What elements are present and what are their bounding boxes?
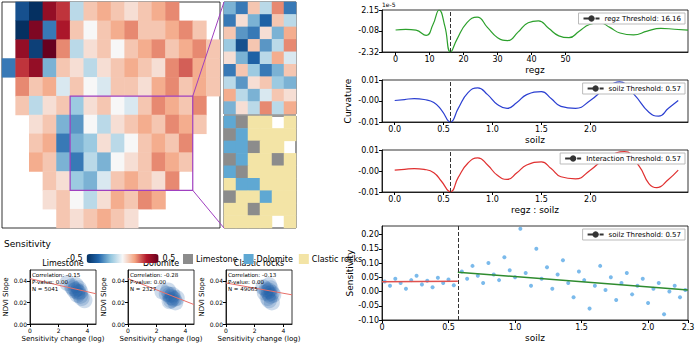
svg-text:NDVI Slope: NDVI Slope — [100, 277, 108, 316]
svg-text:0.20: 0.20 — [361, 230, 379, 239]
svg-text:Dolomite: Dolomite — [257, 255, 293, 264]
svg-text:2.0: 2.0 — [584, 125, 597, 134]
svg-text:0.5: 0.5 — [163, 254, 176, 263]
svg-text:0.04: 0.04 — [210, 277, 224, 284]
svg-text:Sensitivity: Sensitivity — [344, 249, 355, 297]
svg-text:2.0: 2.0 — [584, 195, 597, 204]
svg-text:0.10: 0.10 — [361, 259, 379, 268]
svg-text:40: 40 — [527, 55, 537, 64]
svg-text:4: 4 — [183, 327, 187, 334]
svg-text:30: 30 — [493, 55, 503, 64]
svg-text:Limestone: Limestone — [42, 258, 84, 268]
svg-text:0: 0 — [28, 327, 32, 334]
svg-text:Correlation: -0.13: Correlation: -0.13 — [228, 272, 277, 278]
svg-text:1.5: 1.5 — [535, 195, 548, 204]
svg-text:2: 2 — [253, 327, 257, 334]
svg-text:1.0: 1.0 — [509, 323, 522, 332]
svg-text:4: 4 — [281, 327, 285, 334]
svg-text:20: 20 — [459, 55, 469, 64]
svg-text:N = 49065: N = 49065 — [228, 286, 258, 292]
svg-text:0.5: 0.5 — [437, 195, 450, 204]
svg-text:2: 2 — [155, 327, 159, 334]
svg-text:Correlation: -0.28: Correlation: -0.28 — [130, 272, 179, 278]
svg-text:2.15: 2.15 — [361, 6, 379, 15]
svg-text:0.5: 0.5 — [442, 323, 455, 332]
svg-text:0.00: 0.00 — [361, 287, 379, 296]
svg-text:0.02: 0.02 — [14, 299, 28, 306]
svg-text:0.0: 0.0 — [388, 195, 401, 204]
svg-text:-0.05: -0.05 — [358, 301, 379, 310]
svg-text:Sensitivity change (log): Sensitivity change (log) — [218, 335, 301, 343]
svg-text:Limestone: Limestone — [196, 255, 238, 264]
svg-text:soilz Threshold: 0.57: soilz Threshold: 0.57 — [609, 85, 681, 93]
svg-text:2.0: 2.0 — [642, 323, 655, 332]
svg-text:soilz: soilz — [525, 135, 545, 145]
svg-text:0.02: 0.02 — [210, 299, 224, 306]
svg-text:Sensitivity change (log): Sensitivity change (log) — [22, 335, 105, 343]
svg-text:Sensitivity change (log): Sensitivity change (log) — [120, 335, 203, 343]
svg-text:Sensitivity: Sensitivity — [4, 239, 52, 249]
svg-text:2: 2 — [57, 327, 61, 334]
svg-text:-0.10: -0.10 — [358, 316, 379, 325]
svg-text:Correlation: -0.15: Correlation: -0.15 — [32, 272, 81, 278]
svg-text:0.5: 0.5 — [437, 125, 450, 134]
svg-text:0.0: 0.0 — [388, 125, 401, 134]
svg-text:NDVI Slope: NDVI Slope — [198, 277, 206, 316]
svg-text:P-value: 0.00: P-value: 0.00 — [32, 279, 68, 285]
svg-text:0.00: 0.00 — [210, 321, 224, 328]
svg-text:0.00: 0.00 — [112, 321, 126, 328]
svg-text:Interaction Threshold: 0.57: Interaction Threshold: 0.57 — [586, 155, 681, 163]
svg-text:0: 0 — [126, 327, 130, 334]
svg-text:Curvature: Curvature — [343, 78, 353, 123]
svg-text:0.05: 0.05 — [361, 273, 379, 282]
svg-text:-0.00: -0.00 — [358, 96, 379, 105]
svg-text:0.01: 0.01 — [361, 146, 379, 155]
svg-text:2.3: 2.3 — [682, 323, 695, 332]
svg-text:0.00: 0.00 — [14, 321, 28, 328]
svg-text:1e-5: 1e-5 — [382, 1, 396, 8]
svg-text:-0.08: -0.08 — [358, 26, 379, 35]
svg-text:0: 0 — [393, 55, 398, 64]
svg-text:0.04: 0.04 — [112, 277, 126, 284]
svg-text:1.0: 1.0 — [486, 195, 499, 204]
svg-text:-0.01: -0.01 — [358, 188, 379, 197]
svg-text:-0.00: -0.00 — [358, 167, 379, 176]
svg-text:10: 10 — [425, 55, 435, 64]
svg-text:0.02: 0.02 — [112, 299, 126, 306]
svg-text:-0.5: -0.5 — [67, 254, 83, 263]
svg-text:regz Threshold: 16.16: regz Threshold: 16.16 — [605, 15, 682, 23]
svg-text:soilz: soilz — [525, 333, 545, 343]
svg-text:regz: regz — [525, 65, 545, 75]
svg-text:-0.01: -0.01 — [358, 118, 379, 127]
svg-text:N = 5041: N = 5041 — [32, 286, 58, 292]
svg-text:0: 0 — [379, 323, 384, 332]
svg-text:1.5: 1.5 — [575, 323, 588, 332]
svg-text:1.0: 1.0 — [486, 125, 499, 134]
svg-text:0.01: 0.01 — [361, 76, 379, 85]
svg-text:P-value: 0.00: P-value: 0.00 — [130, 279, 166, 285]
svg-text:regz : soilz: regz : soilz — [511, 205, 559, 215]
svg-text:0: 0 — [224, 327, 228, 334]
svg-text:Dolomite: Dolomite — [142, 258, 180, 268]
svg-text:0.04: 0.04 — [14, 277, 28, 284]
svg-text:-2.32: -2.32 — [358, 48, 379, 57]
svg-text:soilz Threshold: 0.57: soilz Threshold: 0.57 — [609, 231, 681, 239]
svg-text:N = 2327: N = 2327 — [130, 286, 157, 292]
svg-text:Clastic rocks: Clastic rocks — [312, 255, 362, 264]
svg-text:1.5: 1.5 — [535, 125, 548, 134]
svg-text:0.15: 0.15 — [361, 244, 379, 253]
svg-text:P-value: 0.00: P-value: 0.00 — [228, 279, 264, 285]
svg-text:50: 50 — [561, 55, 571, 64]
svg-text:4: 4 — [85, 327, 89, 334]
svg-text:NDVI Slope: NDVI Slope — [2, 277, 10, 316]
